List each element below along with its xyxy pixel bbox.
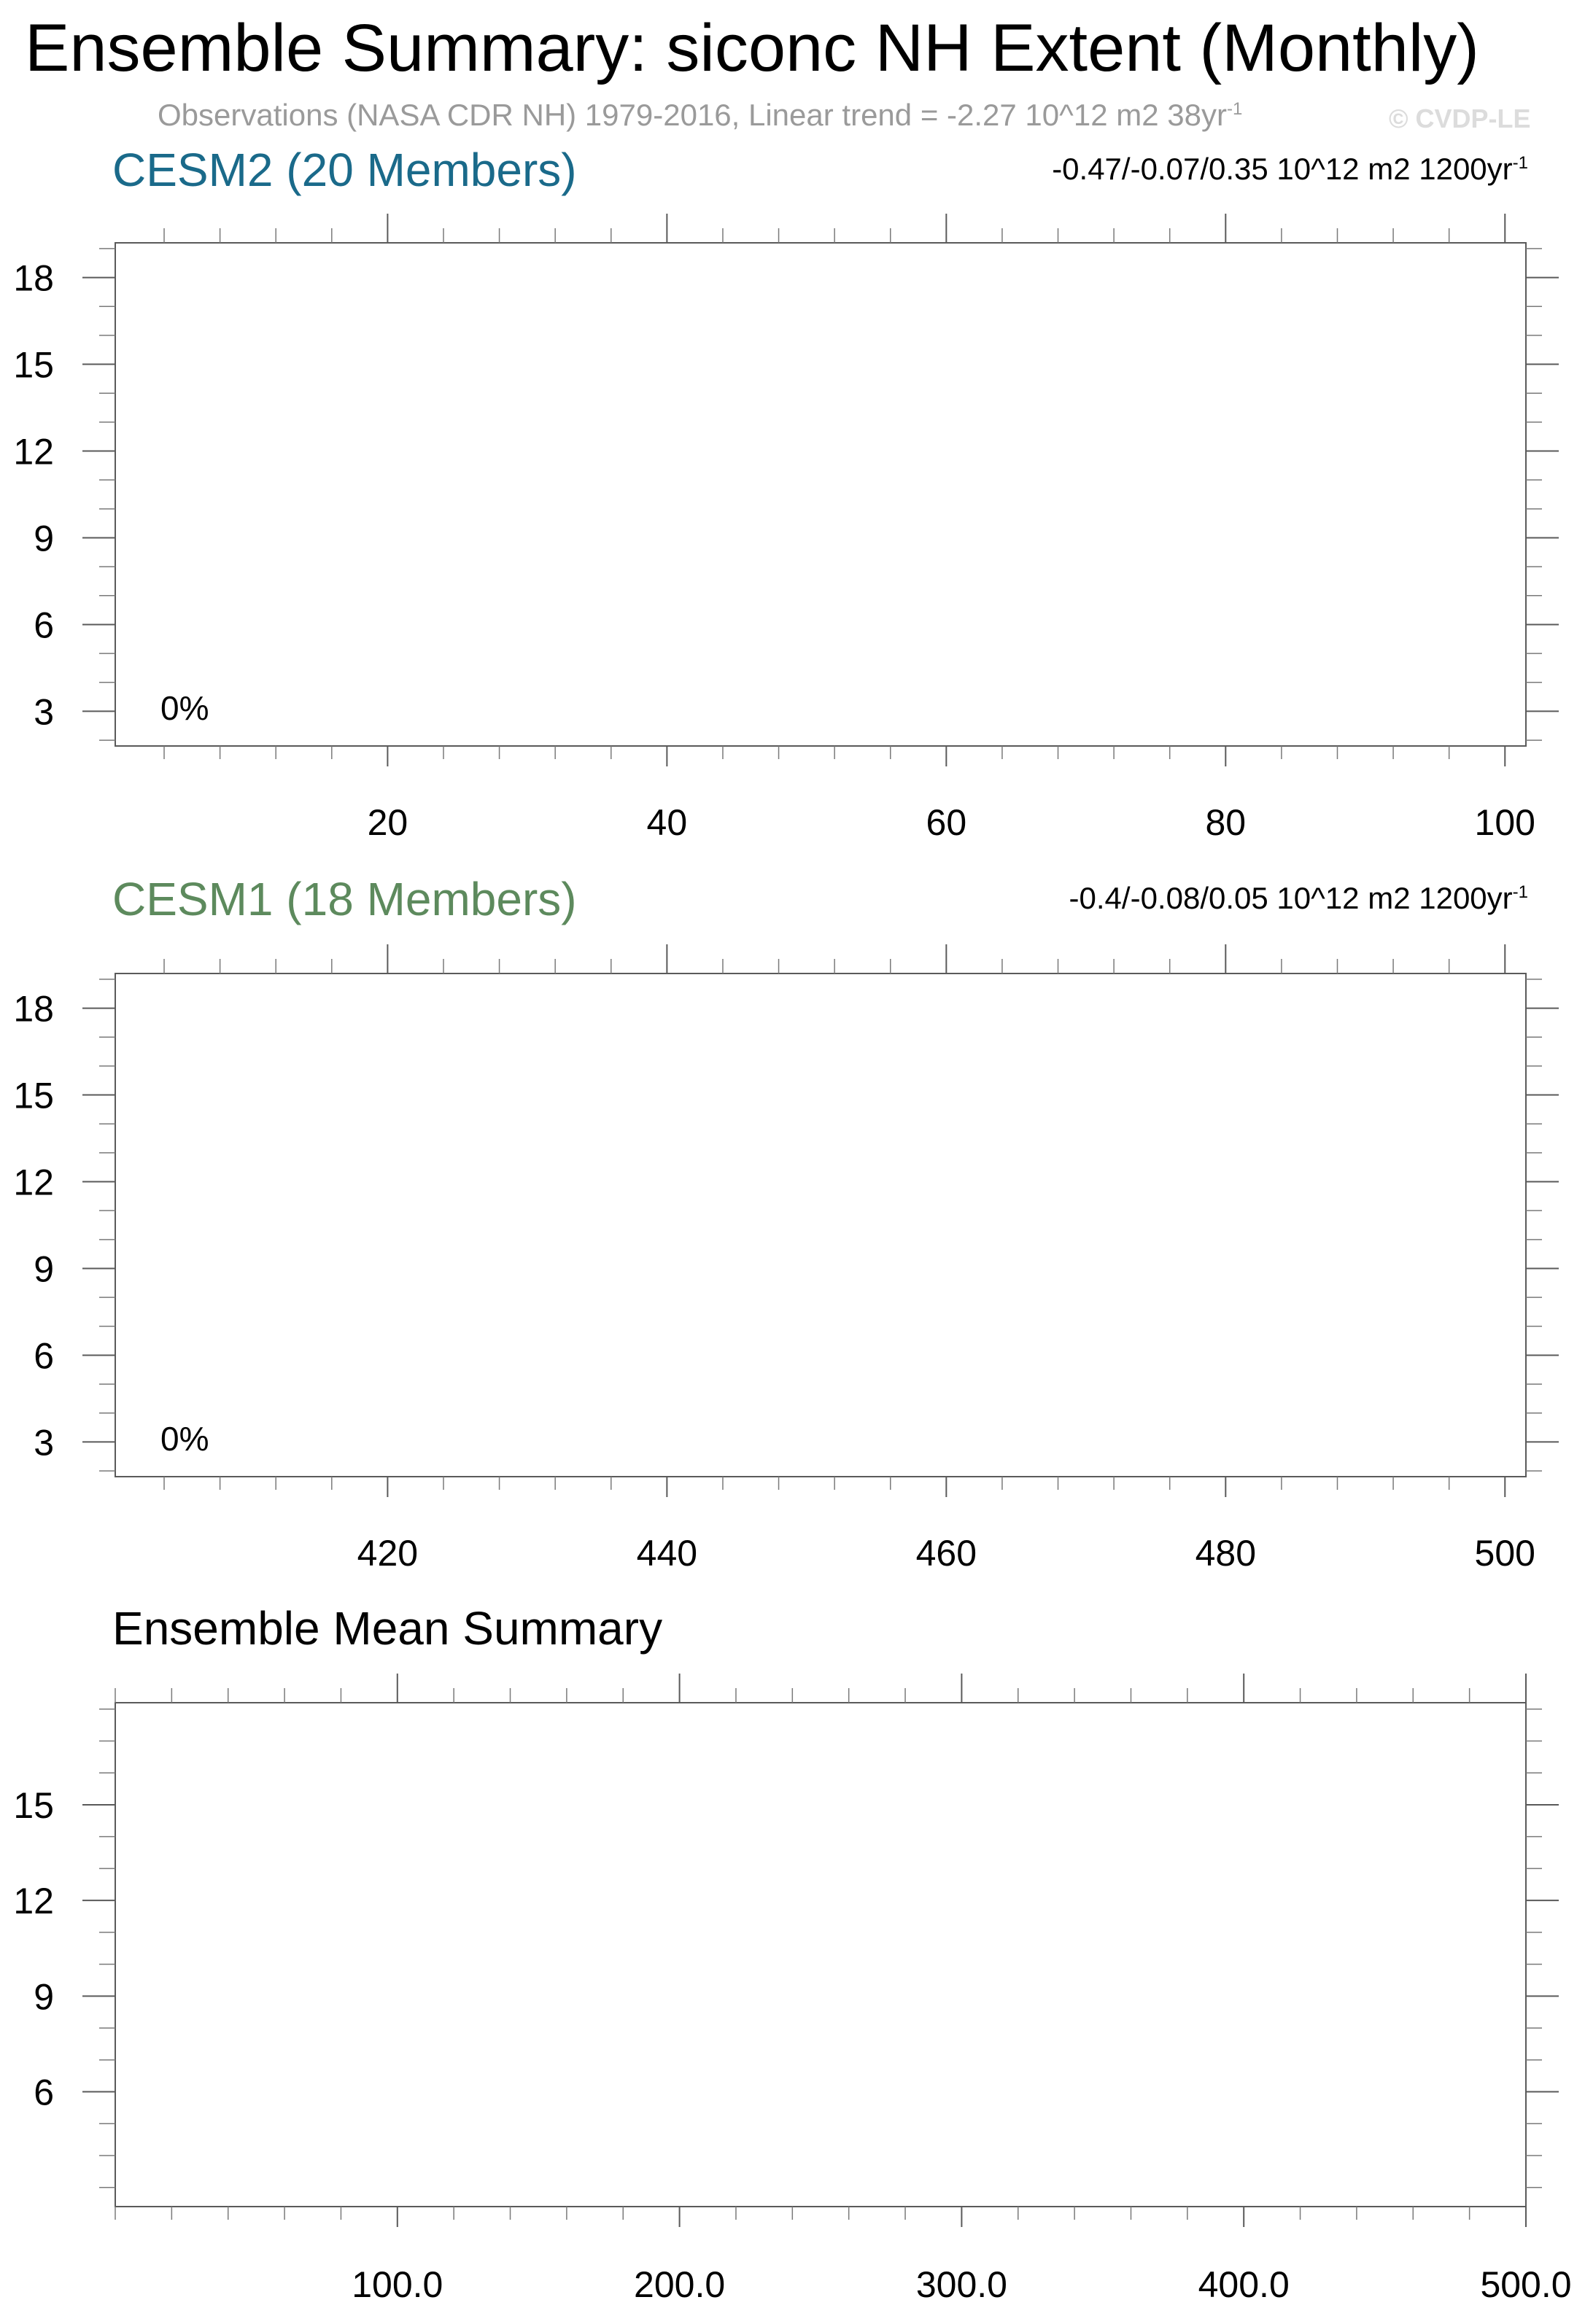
figure-title: Ensemble Summary: siconc NH Extent (Mont… xyxy=(25,11,1479,85)
y-tick-label: 12 xyxy=(13,1881,54,1921)
y-tick-label: 9 xyxy=(34,1976,54,2017)
y-tick-label: 18 xyxy=(13,989,54,1030)
plot-frame-cesm2 xyxy=(115,242,1527,747)
x-tick-label: 80 xyxy=(1205,802,1246,843)
panel-annotation-cesm2: -0.47/-0.07/0.35 10^12 m2 1200yr-1 xyxy=(1052,152,1528,187)
inner-percent-label: 0% xyxy=(160,689,209,727)
x-tick-label: 40 xyxy=(647,802,688,843)
panel-title-ensemble-mean: Ensemble Mean Summary xyxy=(112,1602,663,1655)
plot-frame-cesm1 xyxy=(115,973,1527,1477)
x-tick-label: 460 xyxy=(916,1533,977,1574)
y-tick-label: 3 xyxy=(34,1422,54,1463)
x-tick-label: 60 xyxy=(926,802,967,843)
figure-subtitle: Observations (NASA CDR NH) 1979-2016, Li… xyxy=(158,98,1242,133)
x-tick-label: 200.0 xyxy=(634,2264,725,2305)
y-tick-label: 15 xyxy=(13,1785,54,1826)
panel-annotation-cesm1: -0.4/-0.08/0.05 10^12 m2 1200yr-1 xyxy=(1069,881,1528,916)
inner-percent-label: 0% xyxy=(160,1420,209,1458)
y-tick-label: 6 xyxy=(34,2072,54,2113)
x-tick-label: 20 xyxy=(368,802,408,843)
y-tick-label: 15 xyxy=(13,1076,54,1116)
x-tick-label: 300.0 xyxy=(916,2264,1007,2305)
x-tick-label: 100.0 xyxy=(352,2264,443,2305)
watermark: © CVDP-LE xyxy=(1389,104,1531,133)
y-tick-label: 9 xyxy=(34,1248,54,1289)
x-tick-label: 500.0 xyxy=(1480,2264,1571,2305)
y-tick-label: 9 xyxy=(34,518,54,559)
y-tick-label: 12 xyxy=(13,432,54,473)
x-tick-label: 420 xyxy=(357,1533,418,1574)
y-tick-label: 6 xyxy=(34,1335,54,1376)
y-tick-label: 3 xyxy=(34,691,54,732)
plot-frame-ensemble-mean xyxy=(115,1702,1527,2207)
panel-title-cesm1: CESM1 (18 Members) xyxy=(112,873,577,925)
x-tick-label: 400.0 xyxy=(1198,2264,1290,2305)
annotation-text-cesm1: -0.4/-0.08/0.05 10^12 m2 1200yr xyxy=(1069,881,1513,915)
annotation-sup-cesm1: -1 xyxy=(1512,882,1528,902)
subtitle-superscript: -1 xyxy=(1226,99,1243,119)
subtitle-text: Observations (NASA CDR NH) 1979-2016, Li… xyxy=(158,98,1227,132)
panel-title-cesm2: CESM2 (20 Members) xyxy=(112,144,577,196)
y-tick-label: 18 xyxy=(13,258,54,299)
x-tick-label: 100 xyxy=(1475,802,1535,843)
annotation-sup-cesm2: -1 xyxy=(1512,153,1528,173)
y-tick-label: 15 xyxy=(13,345,54,386)
y-tick-label: 12 xyxy=(13,1162,54,1203)
y-tick-label: 6 xyxy=(34,605,54,645)
x-tick-label: 480 xyxy=(1195,1533,1256,1574)
x-tick-label: 440 xyxy=(637,1533,697,1574)
x-tick-label: 500 xyxy=(1475,1533,1535,1574)
annotation-text-cesm2: -0.47/-0.07/0.35 10^12 m2 1200yr xyxy=(1052,152,1513,186)
